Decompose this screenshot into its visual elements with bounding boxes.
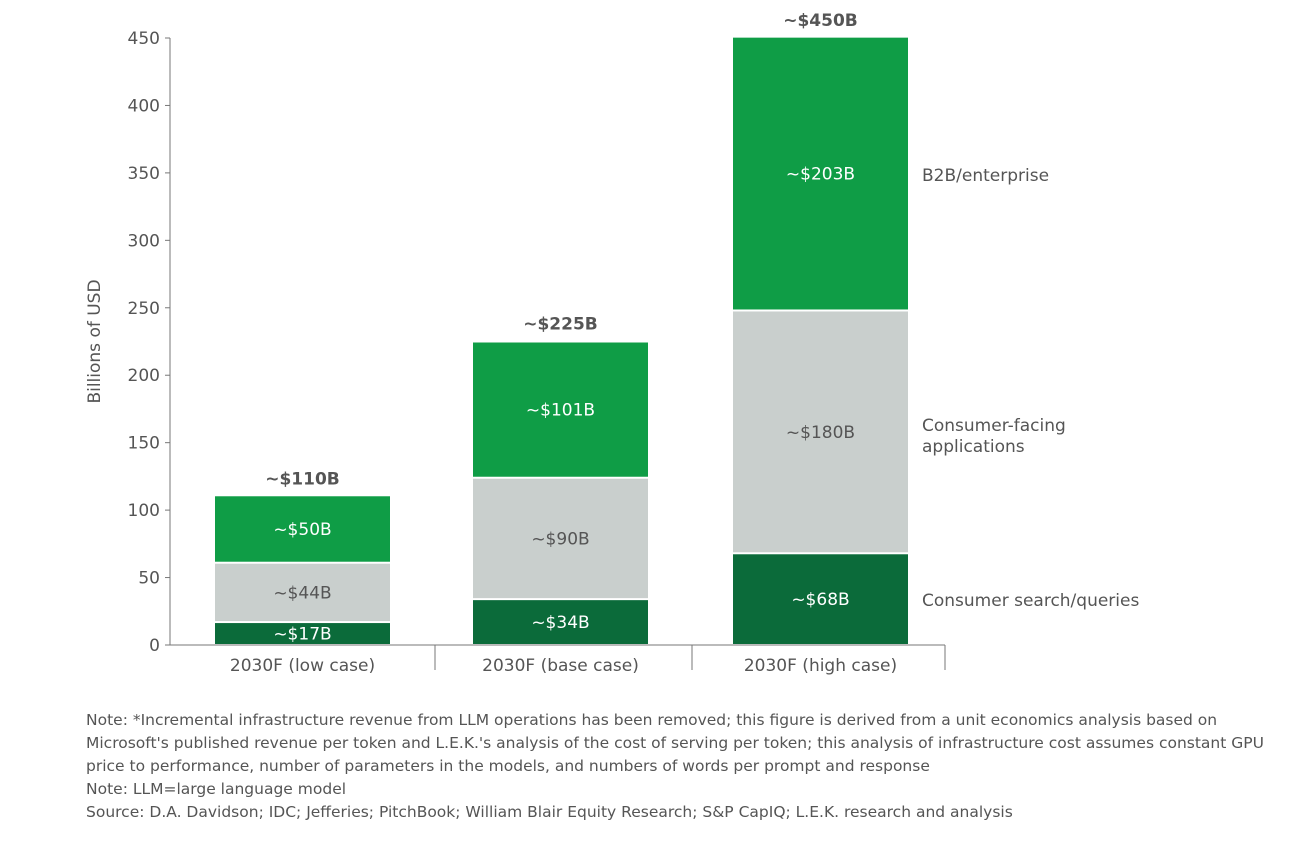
data-label: ~$180B	[786, 423, 855, 443]
bar-segment	[733, 554, 908, 644]
bar-segment	[215, 623, 390, 644]
note-methodology: Note: *Incremental infrastructure revenu…	[86, 711, 1264, 775]
y-tick-label: 400	[128, 96, 160, 116]
data-label: ~$50B	[273, 520, 331, 540]
bar-segment	[733, 311, 908, 553]
total-label: ~$110B	[265, 470, 340, 490]
x-tick-label: 2030F (base case)	[482, 656, 639, 676]
total-label: ~$225B	[523, 315, 598, 335]
bar-segment	[473, 342, 648, 477]
source-note: Source: D.A. Davidson; IDC; Jefferies; P…	[86, 803, 1013, 821]
y-tick-label: 450	[128, 29, 160, 49]
y-axis-label: Billions of USD	[85, 279, 105, 403]
stacked-bar-chart: 0 50 100 150 200 250 300 350 400 450 Billions of U…	[85, 11, 1139, 676]
legend-label: B2B/enterprise	[922, 166, 1049, 186]
data-label: ~$44B	[273, 583, 331, 603]
data-label: ~$101B	[526, 401, 595, 421]
bar-segment	[473, 478, 648, 599]
bar-segment	[215, 563, 390, 622]
y-tick-label: 300	[128, 231, 160, 251]
bar-segment	[733, 37, 908, 310]
y-tick-label: 50	[138, 569, 160, 589]
data-label: ~$17B	[273, 625, 331, 645]
y-tick-label: 350	[128, 164, 160, 184]
notes: Note: *Incremental infrastructure revenu…	[86, 709, 1296, 824]
y-tick-label: 250	[128, 299, 160, 319]
y-tick-label: 150	[128, 434, 160, 454]
data-label: ~$203B	[786, 165, 855, 185]
y-tick-label: 100	[128, 501, 160, 521]
legend-label: applications	[922, 437, 1025, 457]
note-llm: Note: LLM=large language model	[86, 780, 347, 798]
legend-label: Consumer search/queries	[922, 591, 1139, 611]
bar-segment	[473, 600, 648, 644]
data-label: ~$68B	[791, 590, 849, 610]
x-tick-label: 2030F (low case)	[230, 656, 375, 676]
y-tick-label: 200	[128, 366, 160, 386]
y-tick-label: 0	[149, 636, 160, 656]
data-label: ~$90B	[531, 529, 589, 549]
bar-segment	[215, 496, 390, 562]
x-tick-label: 2030F (high case)	[744, 656, 897, 676]
total-label: ~$450B	[783, 11, 858, 31]
data-label: ~$34B	[531, 613, 589, 633]
legend-label: Consumer-facing	[922, 416, 1066, 436]
